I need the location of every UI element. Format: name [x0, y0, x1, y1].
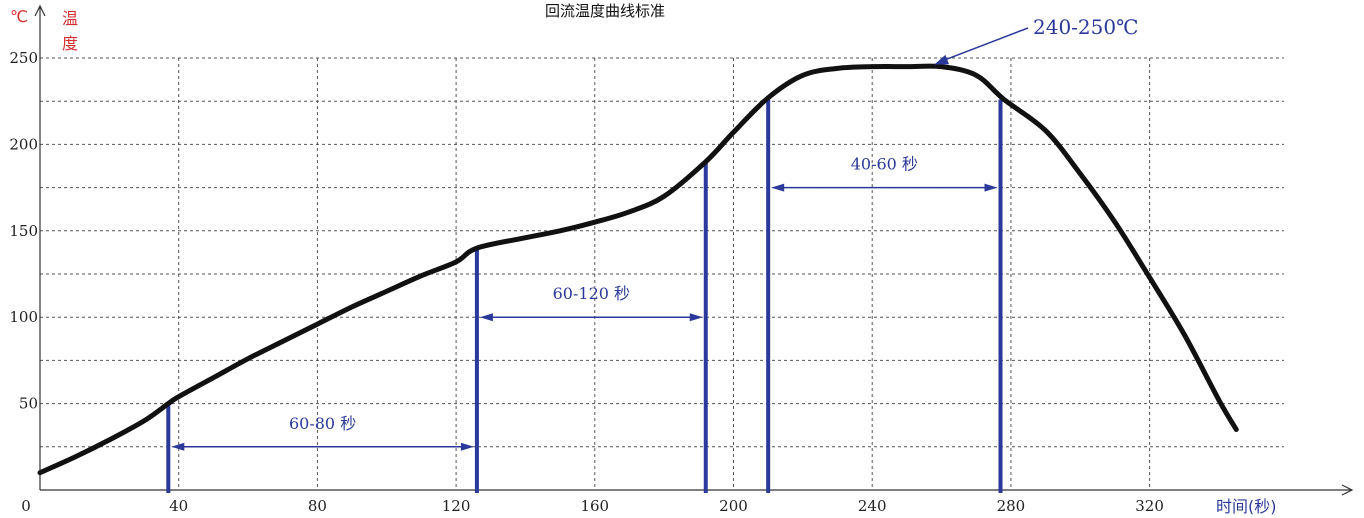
chart-title: 回流温度曲线标准	[545, 2, 665, 20]
duration-arrowhead-right	[689, 313, 703, 322]
duration-arrowhead-left	[771, 183, 785, 192]
chart-grid	[40, 57, 1284, 490]
y-tick-label: 100	[9, 308, 38, 326]
y-tick-label: 150	[9, 222, 38, 240]
temperature-series	[37, 63, 1239, 476]
x-tick-label: 240	[858, 497, 887, 515]
duration-label: 40-60 秒	[851, 155, 918, 174]
peak-pointer-line	[939, 27, 1029, 63]
x-tick-label: 40	[169, 497, 188, 515]
duration-annotations: 60-80 秒 60-120 秒 40-60 秒	[171, 155, 998, 451]
x-tick-label: 280	[997, 497, 1026, 515]
y-tick-label: 50	[19, 395, 38, 413]
x-axis-arrow	[1341, 484, 1354, 496]
x-tick-label: 160	[580, 497, 609, 515]
x-axis-label: 时间(秒)	[1216, 497, 1277, 516]
chart-axes	[34, 4, 1354, 496]
y-tick-label: 200	[9, 135, 38, 153]
y-tick-label: 250	[9, 49, 38, 67]
x-tick-label: 320	[1135, 497, 1164, 515]
x-tick-label: 120	[442, 497, 471, 515]
peak-range-label: 240-250℃	[1033, 15, 1138, 39]
tick-labels: 0 40 80 120 160 200 240 280 320 50 100 150 200 250	[9, 49, 1164, 515]
temperature-curve	[37, 63, 1239, 476]
duration-label: 60-80 秒	[289, 414, 356, 433]
duration-label: 60-120 秒	[553, 284, 630, 303]
y-axis-label-line2: 度	[62, 34, 78, 53]
x-tick-label: 0	[21, 497, 31, 515]
duration-arrowhead-right	[984, 183, 998, 192]
x-tick-label: 200	[719, 497, 748, 515]
y-axis-arrow	[34, 4, 46, 17]
y-axis-label-line1: 温	[62, 9, 78, 28]
duration-arrowhead-left	[171, 442, 185, 451]
peak-pointer-arrowhead	[934, 54, 950, 65]
duration-arrowhead-right	[460, 442, 474, 451]
y-unit-symbol: ℃	[10, 7, 28, 26]
duration-arrowhead-left	[479, 313, 493, 322]
x-tick-label: 80	[308, 497, 327, 515]
phase-markers	[166, 97, 1003, 493]
